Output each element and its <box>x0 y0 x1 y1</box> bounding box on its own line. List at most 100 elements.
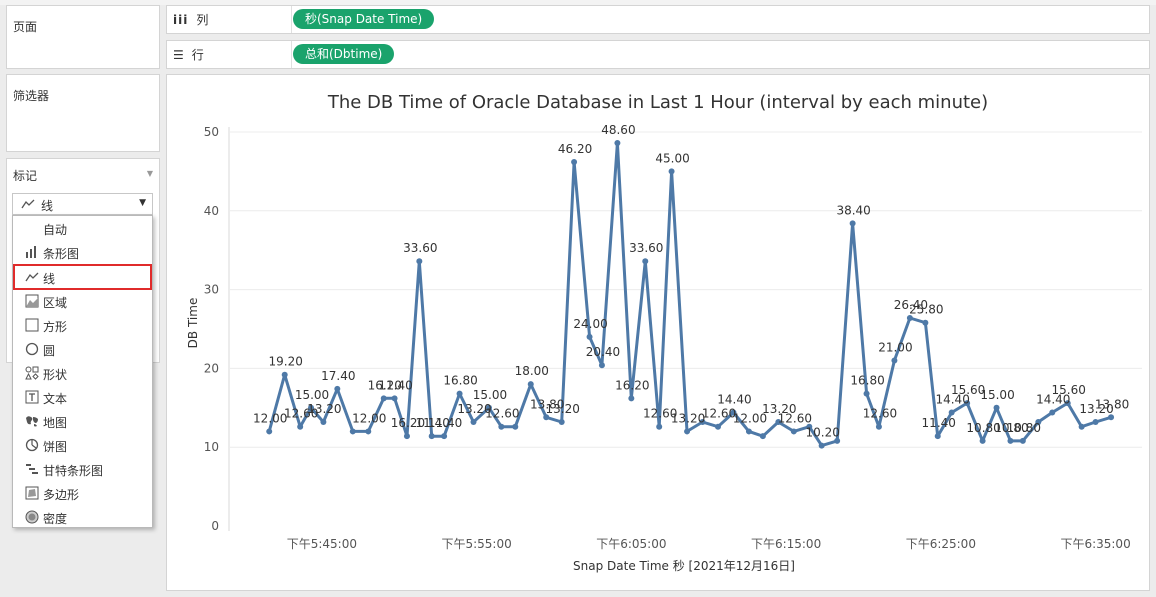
columns-shelf[interactable]: iii 列 秒(Snap Date Time) <box>166 5 1150 34</box>
menu-item-area[interactable]: 区域 <box>13 289 152 313</box>
data-point <box>699 418 706 425</box>
shelf-divider <box>291 41 292 68</box>
chart-panel: The DB Time of Oracle Database in Last 1… <box>166 74 1150 591</box>
data-point <box>806 423 813 430</box>
data-label: 18.00 <box>515 364 549 378</box>
marks-card-menu-arrow-icon[interactable]: ▼ <box>146 169 153 178</box>
menu-item-label: 地图 <box>43 416 68 430</box>
rows-pill[interactable]: 总和(Dbtime) <box>293 44 395 64</box>
data-point <box>527 381 534 388</box>
rows-shelf[interactable]: ☰ 行 总和(Dbtime) <box>166 40 1150 69</box>
data-point <box>1049 409 1056 416</box>
mark-type-dropdown-value: 线 <box>41 199 54 213</box>
data-point <box>934 433 941 440</box>
data-label: 11.40 <box>416 416 450 430</box>
gantt-icon <box>26 464 38 474</box>
pages-card[interactable]: 页面 <box>6 5 160 69</box>
data-point <box>498 423 505 430</box>
data-label: 16.20 <box>368 378 402 392</box>
data-label: 33.60 <box>403 241 437 255</box>
filters-card[interactable]: 筛选器 <box>6 74 160 152</box>
data-point <box>1064 400 1071 407</box>
data-point <box>730 409 737 416</box>
menu-item-gantt[interactable]: 甘特条形图 <box>13 457 152 481</box>
columns-shelf-label: iii 列 <box>173 6 208 33</box>
data-label: 11.40 <box>378 378 412 392</box>
menu-item-line[interactable]: 线 <box>13 264 152 290</box>
menu-item-map[interactable]: 地图 <box>13 409 152 433</box>
x-tick-label: 下午6:05:00 <box>596 537 666 551</box>
menu-item-shapes[interactable]: 形状 <box>13 361 152 385</box>
line-chart: The DB Time of Oracle Database in Last 1… <box>186 92 1142 573</box>
data-label: 10.20 <box>805 426 839 440</box>
shelf-divider <box>291 6 292 33</box>
data-label: 25.80 <box>909 303 943 317</box>
data-label: 14.40 <box>717 393 751 407</box>
mark-type-dropdown[interactable]: 线 ▼ <box>12 193 153 215</box>
filters-title: 筛选器 <box>13 89 50 103</box>
area-icon <box>25 294 39 308</box>
menu-item-auto[interactable]: 自动 <box>13 216 152 240</box>
menu-item-label: 饼图 <box>43 440 68 454</box>
data-label: 48.60 <box>601 123 635 137</box>
chevron-down-icon: ▼ <box>139 198 146 208</box>
menu-item-label: 区域 <box>43 296 68 310</box>
data-label: 16.20 <box>615 378 649 392</box>
data-label: 10.80 <box>994 421 1028 435</box>
menu-item-text[interactable]: 文本 <box>13 385 152 409</box>
data-label: 14.40 <box>935 393 969 407</box>
menu-item-polygon[interactable]: 多边形 <box>13 481 152 505</box>
data-point <box>470 418 477 425</box>
data-point <box>849 220 856 227</box>
data-point <box>1108 414 1115 421</box>
menu-item-label: 圆 <box>43 344 56 358</box>
data-point <box>266 428 273 435</box>
data-point <box>308 404 315 411</box>
data-point <box>818 442 825 449</box>
data-point <box>614 140 621 147</box>
menu-item-label: 线 <box>43 272 56 286</box>
menu-item-label: 自动 <box>43 223 68 237</box>
x-axis-ticks: 下午5:45:00 下午5:55:00 下午6:05:00 下午6:15:00 下午6:… <box>287 537 1131 551</box>
data-labels: 12.0019.2012.6015.0013.2017.4012.0016.20… <box>253 123 1129 440</box>
data-label: 17.40 <box>321 369 355 383</box>
data-point <box>775 418 782 425</box>
data-label: 33.60 <box>629 241 663 255</box>
data-point <box>1007 437 1014 444</box>
square-icon <box>25 318 39 332</box>
mark-type-menu: 自动 条形图 线 区域 方形 圆 形状 文本 地图 饼图 甘特条形图 <box>12 215 153 528</box>
x-tick-label: 下午6:35:00 <box>1060 537 1130 551</box>
data-point <box>543 414 550 421</box>
data-label: 12.60 <box>778 411 812 425</box>
menu-item-circle[interactable]: 圆 <box>13 337 152 361</box>
data-point <box>512 423 519 430</box>
data-point <box>790 428 797 435</box>
menu-item-bar[interactable]: 条形图 <box>13 240 152 264</box>
menu-item-pie[interactable]: 饼图 <box>13 433 152 457</box>
data-label: 14.40 <box>1036 393 1070 407</box>
data-label: 13.20 <box>457 402 491 416</box>
columns-pill[interactable]: 秒(Snap Date Time) <box>293 9 435 29</box>
menu-item-density[interactable]: 密度 <box>13 505 152 529</box>
menu-item-label: 甘特条形图 <box>43 464 104 478</box>
polygon-icon <box>25 486 39 500</box>
data-point <box>714 423 721 430</box>
data-label: 21.00 <box>878 341 912 355</box>
circle-icon <box>25 342 39 356</box>
data-label: 26.40 <box>894 298 928 312</box>
data-point <box>598 362 605 369</box>
menu-item-square[interactable]: 方形 <box>13 313 152 337</box>
data-point <box>656 423 663 430</box>
data-label: 13.20 <box>546 402 580 416</box>
chart-series <box>266 140 1115 449</box>
data-point <box>979 437 986 444</box>
data-point <box>456 390 463 397</box>
data-point <box>380 395 387 402</box>
bar-chart-icon <box>26 246 36 258</box>
x-tick-label: 下午6:25:00 <box>906 537 976 551</box>
data-point <box>571 158 578 165</box>
series-line <box>267 141 1112 448</box>
data-point <box>1092 418 1099 425</box>
data-point <box>834 437 841 444</box>
data-label: 12.00 <box>352 411 386 425</box>
